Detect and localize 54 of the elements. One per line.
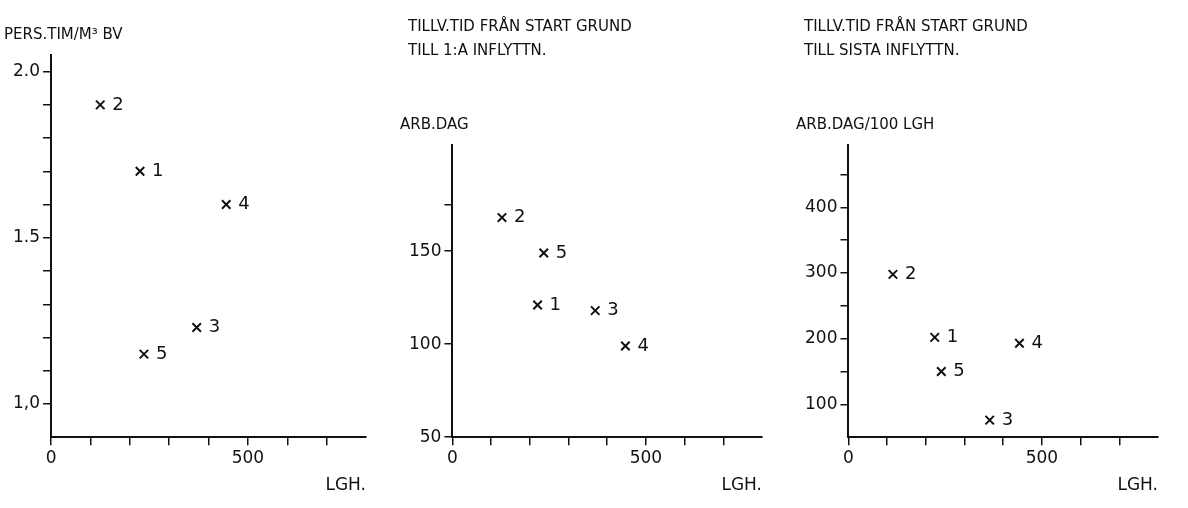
y-tick-label: 400 <box>804 195 838 216</box>
x-tick-label: 0 <box>843 446 854 467</box>
x-tick-label: 0 <box>447 446 458 467</box>
annotation: 4 <box>238 192 250 214</box>
y-axis-title: ARB.DAG <box>400 115 469 133</box>
x-axis-title: LGH. <box>721 474 762 495</box>
y-tick-label: 1,0 <box>12 392 41 413</box>
annotation: 1 <box>152 158 164 180</box>
annotation: 4 <box>637 333 649 355</box>
chart-title: TILLV.TID FRÅN START GRUND TILL 1:A INFLYTTN. <box>408 15 633 61</box>
y-tick-label: 50 <box>419 425 442 446</box>
point <box>984 414 995 426</box>
y-axis-title: ARB.DAG/100 LGH <box>796 115 935 133</box>
annotation: 5 <box>953 359 965 381</box>
x-tick-label: 0 <box>45 446 57 467</box>
point <box>95 99 106 111</box>
point <box>887 269 899 280</box>
point <box>191 322 202 333</box>
x-tick-label: 500 <box>629 446 663 467</box>
annotation: 5 <box>555 240 568 262</box>
annotation: 1 <box>946 325 959 347</box>
y-tick-label: 2.0 <box>12 60 41 81</box>
annotation: 2 <box>112 92 124 114</box>
point <box>1014 338 1025 349</box>
x-tick-label: 500 <box>1025 446 1059 467</box>
x-axis-title: LGH. <box>325 474 366 495</box>
annotation: 1 <box>549 292 562 314</box>
annotation: 5 <box>155 341 168 363</box>
y-tick-label: 150 <box>408 239 442 260</box>
annotation: 3 <box>208 315 221 337</box>
annotation: 2 <box>904 262 917 284</box>
annotation: 4 <box>1031 330 1043 352</box>
point <box>929 332 940 343</box>
point <box>532 299 543 311</box>
y-tick-label: 1.5 <box>12 226 41 247</box>
annotation: 2 <box>513 205 526 227</box>
point <box>138 348 150 360</box>
point <box>496 212 508 223</box>
y-tick-label: 100 <box>408 332 442 353</box>
point <box>589 305 601 316</box>
annotation: 3 <box>607 298 619 320</box>
y-axis-title: PERS.TIM/M³ BV <box>4 25 123 43</box>
annotation: 3 <box>1001 407 1014 429</box>
x-tick-label: 500 <box>231 446 265 467</box>
y-tick-label: 200 <box>804 327 838 348</box>
y-tick-label: 100 <box>804 392 838 413</box>
x-axis-title: LGH. <box>1117 474 1158 495</box>
point <box>134 166 146 177</box>
y-tick-label: 300 <box>804 261 838 282</box>
point <box>220 199 232 210</box>
point <box>936 366 947 377</box>
point <box>620 340 631 352</box>
chart-title: TILLV.TID FRÅN START GRUND TILL SISTA INFLYTTN. <box>804 15 1029 61</box>
point <box>538 247 550 259</box>
